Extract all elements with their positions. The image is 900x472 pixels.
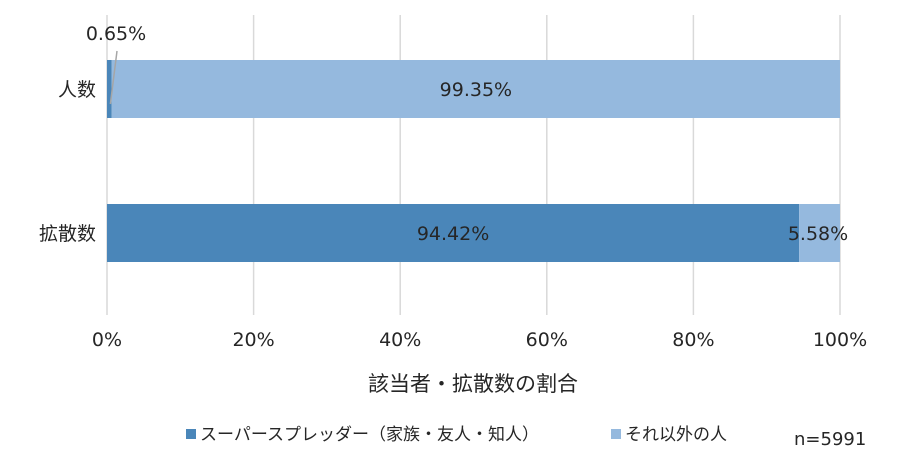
x-tick-label-80: 80% xyxy=(672,329,714,351)
x-tick-label-60: 60% xyxy=(526,329,568,351)
data-label-1-series-1: 5.58% xyxy=(788,223,848,245)
x-tick-label-40: 40% xyxy=(379,329,421,351)
legend-swatch-others xyxy=(611,429,621,439)
data-label-0-series-0: 0.65% xyxy=(86,23,146,45)
bar-1-series-0 xyxy=(107,204,800,262)
category-label-1: 拡散数 xyxy=(39,223,96,245)
legend-swatch-super-spreader xyxy=(186,429,196,439)
bar-0-series-0 xyxy=(107,60,112,118)
data-label-1-series-0: 94.42% xyxy=(417,223,489,245)
x-tick-label-0: 0% xyxy=(92,329,122,351)
bar-1-series-1 xyxy=(799,204,840,262)
x-tick-label-100: 100% xyxy=(813,329,867,351)
bar-0-series-1 xyxy=(111,60,840,118)
legend-label-super-spreader: スーパースプレッダー（家族・友人・知人） xyxy=(200,425,539,445)
x-tick-labels: 0% 20% 40% 60% 80% 100% xyxy=(92,329,867,351)
x-axis-title: 該当者・拡散数の割合 xyxy=(368,372,578,396)
category-label-0: 人数 xyxy=(58,79,96,101)
x-tick-label-20: 20% xyxy=(232,329,274,351)
data-label-0-series-1: 99.35% xyxy=(440,79,512,101)
legend: スーパースプレッダー（家族・友人・知人） それ以外の人 xyxy=(186,425,727,445)
leader-line-0-series-0 xyxy=(109,50,118,105)
bars xyxy=(107,60,840,262)
data-labels: 0.65% 99.35% 94.42% 5.58% xyxy=(86,23,848,245)
sample-size-note: n=5991 xyxy=(794,429,866,450)
legend-label-others: それ以外の人 xyxy=(625,425,727,445)
